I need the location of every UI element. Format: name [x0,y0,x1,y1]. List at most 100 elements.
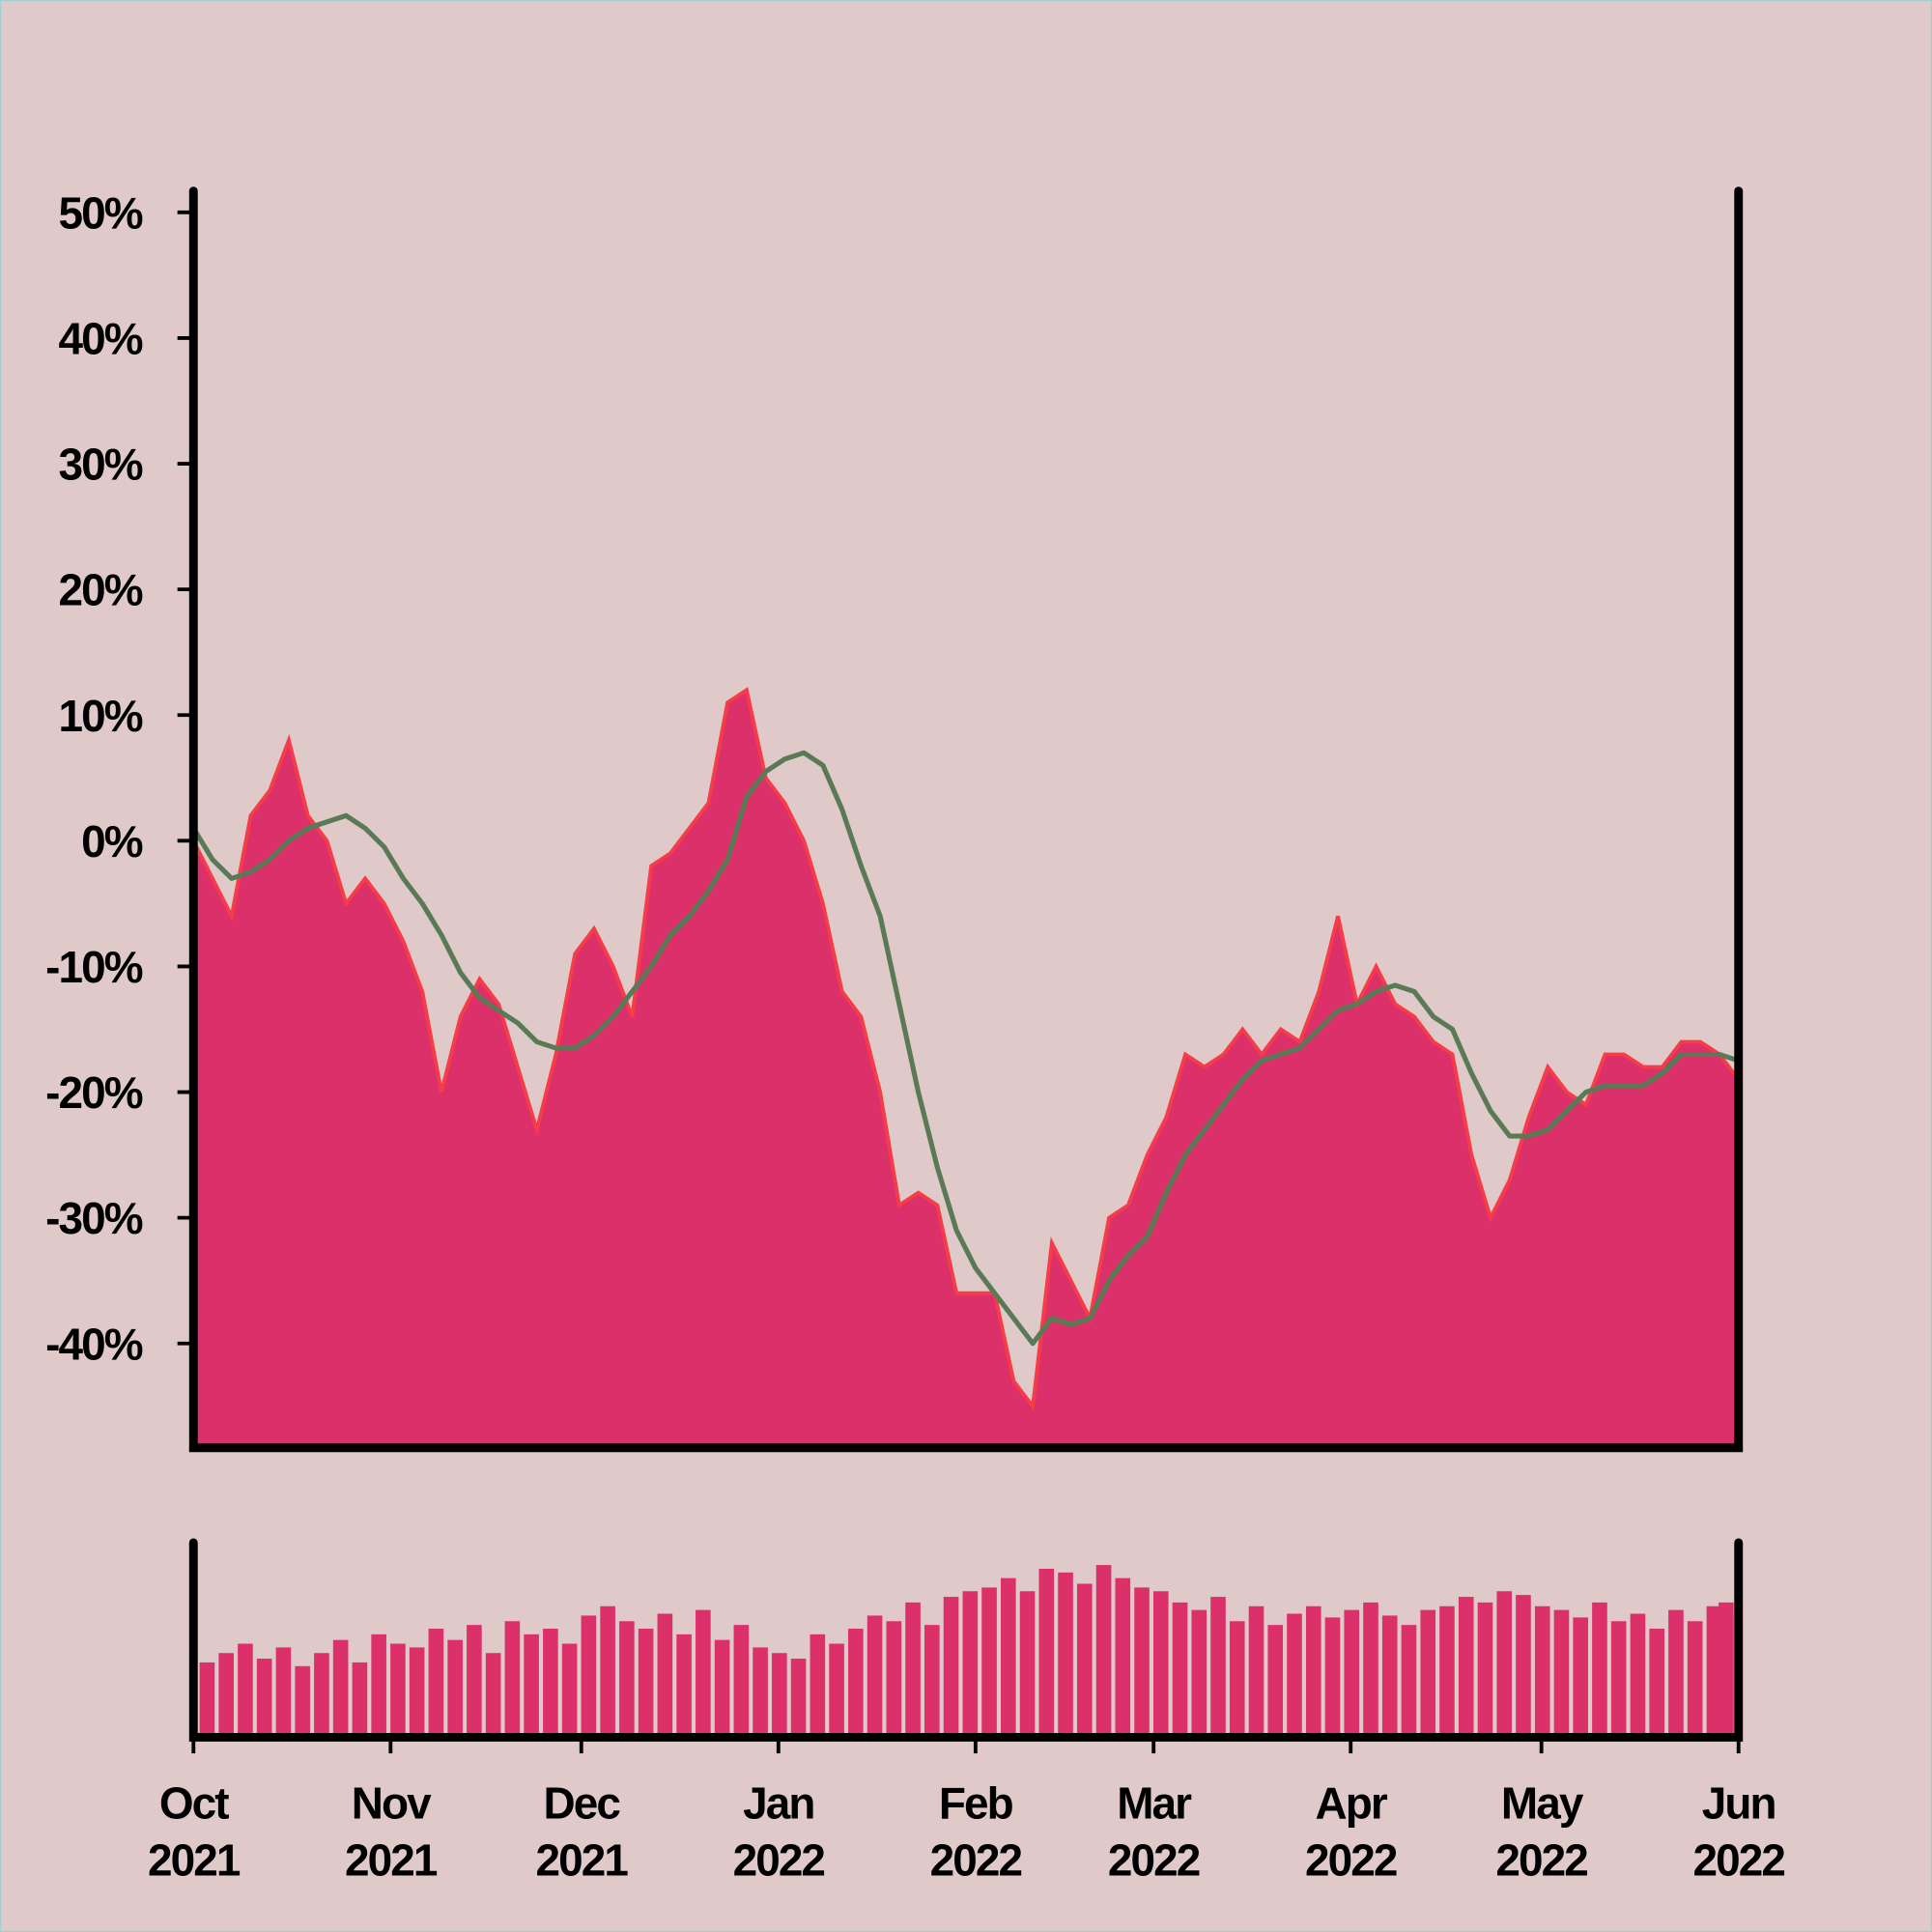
volume-bar [848,1629,864,1738]
x-tick-label-line: 2021 [536,1834,629,1885]
volume-bar [1058,1572,1073,1738]
volume-bar [199,1662,215,1738]
x-tick-label-line: 2021 [345,1834,438,1885]
volume-bar [1019,1591,1036,1738]
volume-bar [1324,1617,1341,1738]
x-tick-label-line: 2022 [1495,1834,1587,1885]
volume-bar [714,1639,730,1738]
volume-bar [1305,1605,1321,1738]
volume-bar [428,1629,444,1738]
x-tick-label-line: Oct [159,1778,229,1829]
x-tick-label-line: 2022 [1305,1834,1397,1885]
volume-bar [1172,1602,1188,1738]
volume-bar [1000,1577,1016,1738]
volume-bar [1363,1602,1378,1738]
volume-bar [676,1634,692,1738]
volume-bar [1649,1629,1664,1738]
volume-bar [1076,1583,1093,1738]
volume-bar [1592,1602,1607,1738]
y-tick-label: 0% [81,816,143,867]
volume-bar [600,1605,615,1738]
volume-bar [1191,1609,1208,1738]
area [193,690,1739,1448]
volume-bar [810,1634,826,1738]
volume-bar [619,1621,635,1738]
y-tick-label: -10% [45,942,143,992]
moving-average-line [191,750,1740,1347]
volume-bar [467,1625,482,1738]
volume-bar [790,1659,807,1738]
volume-bar [753,1647,768,1738]
x-tick-label: May 2022 [1495,1778,1587,1886]
x-tick-label-line: 2021 [148,1834,241,1885]
x-tick-label: Oct 2021 [148,1778,241,1886]
volume-bar [1115,1577,1131,1738]
x-tick-label: Apr 2022 [1305,1778,1397,1886]
volume-bar [1719,1602,1734,1738]
volume-bar [485,1653,501,1738]
volume-bar [829,1643,844,1738]
volume-frame [188,1538,1744,1742]
x-tick-label-line: May [1501,1778,1584,1829]
volume-bar [409,1647,425,1738]
x-tick-label: Dec 2021 [536,1778,629,1886]
volume-bar [1610,1621,1627,1738]
volume-bar [696,1609,711,1738]
volume-bar [733,1625,750,1738]
y-tick-label: 50% [59,187,143,238]
y-tick-label: 30% [59,440,143,490]
volume-bar [561,1643,578,1738]
volume-bar [943,1597,959,1738]
volume-bar [1287,1613,1302,1738]
volume-bar [905,1602,921,1738]
volume-bar [1630,1613,1646,1738]
area-edge [191,687,1741,1411]
x-tick-label-line: Dec [544,1778,621,1829]
volume-bar [1534,1605,1550,1738]
y-tick-label: 20% [59,565,143,615]
volume-bar [1439,1605,1455,1738]
y-tick-label: -20% [45,1067,143,1118]
x-tick-label-line: Nov [352,1778,432,1829]
volume-bar [352,1662,368,1738]
volume-bar [638,1629,654,1738]
volume-bar [1038,1568,1055,1738]
volume-bar [1134,1587,1150,1738]
x-tick-label: Jun 2022 [1693,1778,1785,1886]
x-tick-label-line: 2022 [1693,1834,1785,1885]
volume-bar [1687,1621,1703,1738]
volume-bar [371,1634,386,1738]
x-tick-label: Feb 2022 [930,1778,1022,1886]
volume-bar [1210,1597,1226,1738]
volume-bar [1401,1625,1417,1738]
volume-bar [867,1615,883,1738]
x-tick-label-line: Jun [1702,1778,1776,1829]
x-tick-label-line: 2022 [733,1834,825,1885]
x-tick-label-line: Apr [1316,1778,1388,1829]
volume-bar [772,1653,787,1738]
volume-bar [543,1629,558,1738]
volume-bar [1229,1621,1245,1738]
volume-bar [1516,1595,1531,1738]
volume-bar [1458,1597,1474,1738]
y-tick-label: 40% [59,314,143,364]
volume-bar [1381,1615,1398,1738]
volume-bar [1553,1609,1570,1738]
volume-bar [256,1659,272,1738]
y-tick-label: 10% [59,691,143,741]
volume-bar [1267,1625,1284,1738]
y-tick-label: -30% [45,1193,143,1243]
volume-bar [1668,1609,1684,1738]
volume-bar [238,1643,253,1738]
x-tick-label-line: Jan [743,1778,813,1829]
price-panel: 50% 40% 30% 20% 10% 0% -10% -20% -30% -40% [45,186,1744,1453]
volume-bar [275,1647,292,1738]
volume-bar [295,1665,310,1738]
volume-bar [447,1639,463,1738]
volume-bar [218,1653,234,1738]
volume-bar [657,1613,673,1738]
x-tick-label: Nov 2021 [345,1778,438,1886]
volume-bar [1496,1591,1513,1738]
volume-bar [1344,1609,1360,1738]
